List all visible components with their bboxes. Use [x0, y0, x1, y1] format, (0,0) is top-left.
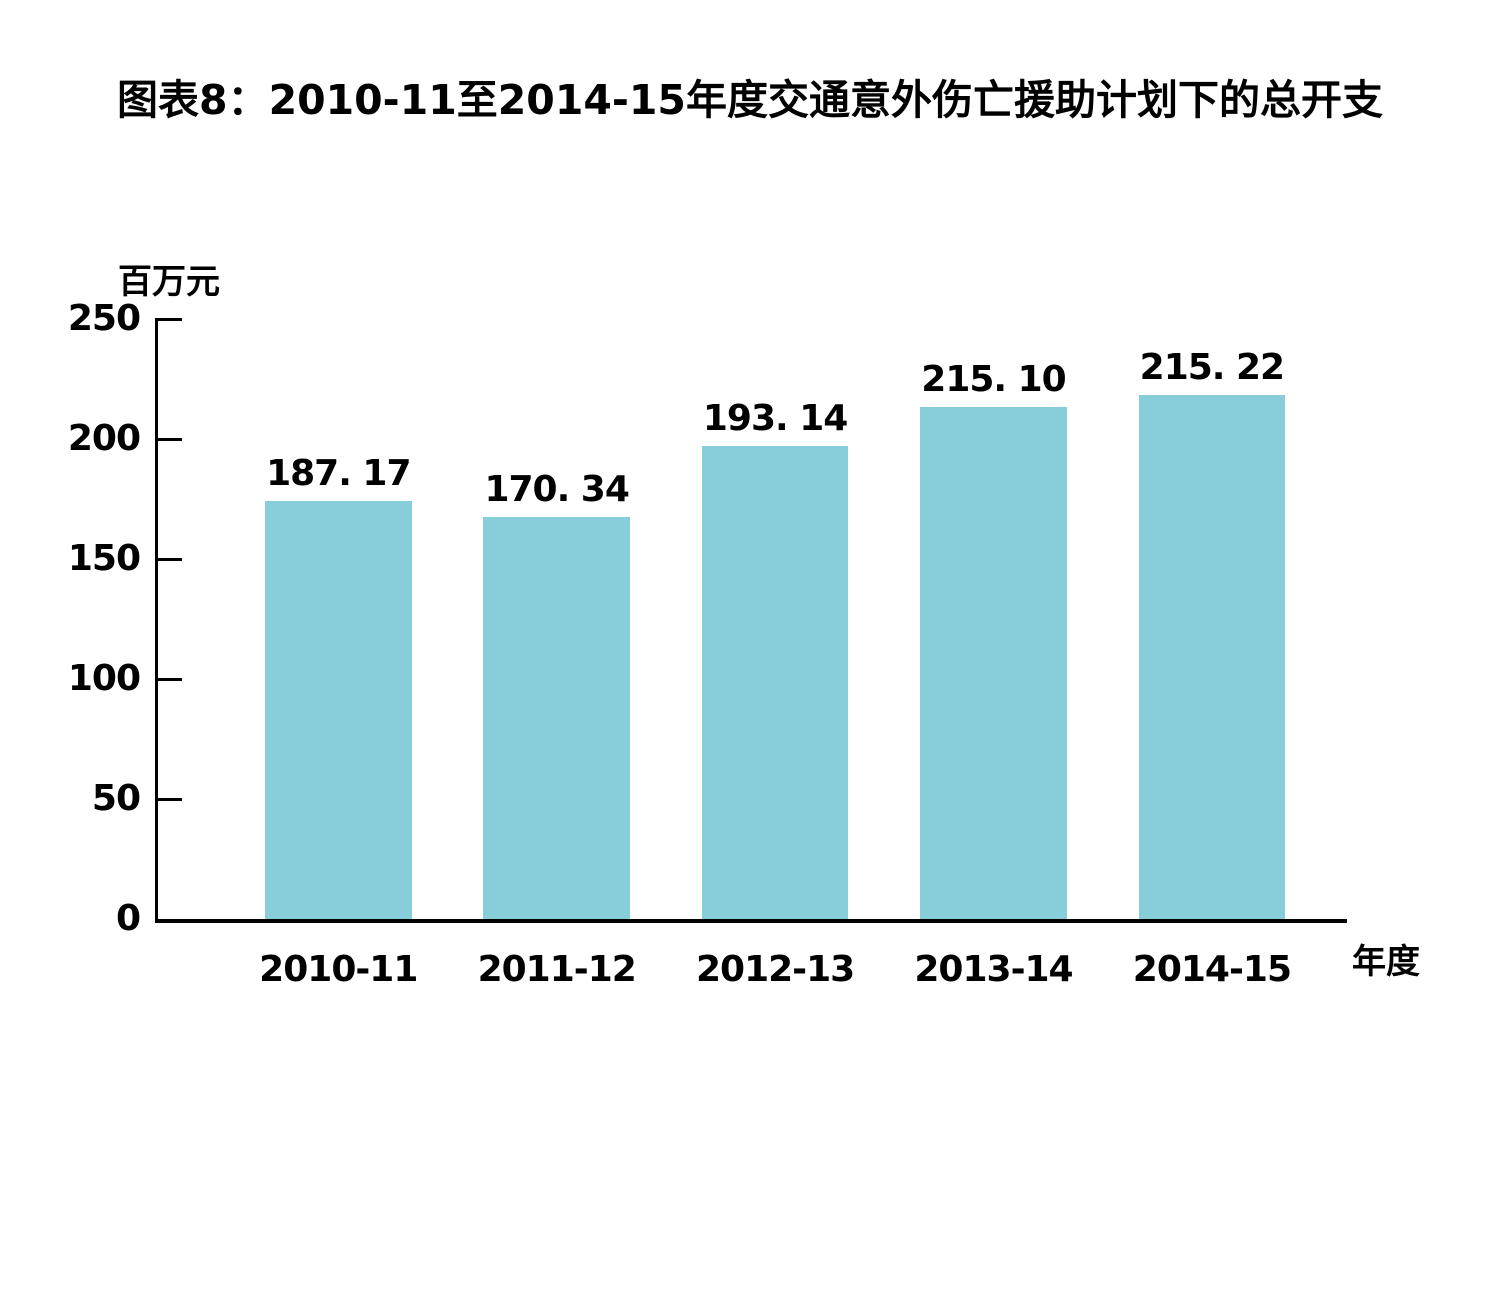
plot-area: 0 50 100 150 200 250 187. 17 2010-11 170. 34 2011… [68, 300, 1347, 989]
y-axis-tick [155, 677, 182, 681]
bar-value-label: 170. 34 [484, 469, 629, 510]
bar-value-label: 215. 22 [1139, 346, 1285, 388]
y-axis-tick [155, 317, 182, 321]
x-axis-title: 年度 [1352, 942, 1420, 982]
x-axis-category-label: 2011-12 [477, 949, 637, 990]
y-axis-tick-label: 200 [67, 418, 141, 459]
bar-2014-15 [1138, 394, 1286, 919]
bar-2011-12 [483, 517, 630, 919]
x-axis-category-label: 2010-11 [259, 949, 418, 990]
y-axis-tick-label: 0 [115, 898, 141, 939]
bar-value-label: 215. 10 [921, 358, 1066, 400]
y-axis-unit-label: 百万元 [118, 262, 220, 302]
y-axis-tick [155, 437, 182, 441]
y-axis-tick [155, 797, 182, 801]
x-axis-line [155, 919, 1347, 923]
x-axis-category-label: 2014-15 [1132, 949, 1292, 990]
x-axis-category-label: 2012-13 [695, 949, 855, 990]
x-axis-category-label: 2013-14 [914, 949, 1073, 990]
y-axis-line [155, 319, 158, 923]
y-axis-tick-label: 250 [67, 298, 141, 339]
bar-2010-11 [265, 501, 412, 919]
y-axis-tick-label: 150 [67, 538, 141, 579]
bar-2013-14 [920, 406, 1067, 919]
chart-title: 图表8：2010-11至2014-15年度交通意外伤亡援助计划下的总开支 [117, 76, 1383, 124]
y-axis-tick [155, 557, 182, 561]
y-axis-tick-label: 100 [67, 658, 141, 699]
y-axis-tick-label: 50 [91, 778, 141, 819]
bar-2012-13 [701, 446, 849, 919]
bar-value-label: 187. 17 [266, 453, 411, 495]
bar-value-label: 193. 14 [702, 398, 848, 440]
